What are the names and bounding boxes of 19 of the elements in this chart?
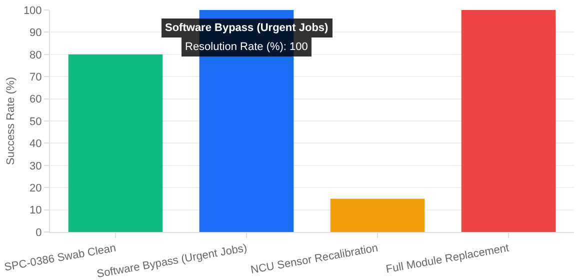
y-tick-label: 60 [30, 94, 42, 106]
x-tick-label: NCU Sensor Recalibration [250, 242, 379, 276]
bar [461, 10, 556, 232]
x-tick-label: Full Module Replacement [385, 242, 510, 276]
bar [68, 54, 163, 232]
y-tick-label: 20 [30, 182, 42, 194]
bar [330, 198, 425, 232]
y-tick-label: 10 [30, 204, 42, 217]
y-tick-label: 80 [30, 49, 42, 62]
y-tick-label: 90 [30, 27, 42, 40]
y-tick-label: 50 [30, 116, 42, 128]
y-tick-label: 0 [36, 226, 42, 239]
annotation: Software Bypass (Urgent Jobs) [165, 22, 329, 34]
y-axis-title: Success Rate (%) [5, 76, 18, 166]
y-tick-label: 100 [23, 4, 42, 17]
y-tick-label: 30 [30, 160, 42, 172]
annotation: Resolution Rate (%): 100 [185, 41, 308, 53]
y-tick-label: 70 [30, 71, 42, 84]
y-tick-label: 40 [30, 138, 42, 150]
